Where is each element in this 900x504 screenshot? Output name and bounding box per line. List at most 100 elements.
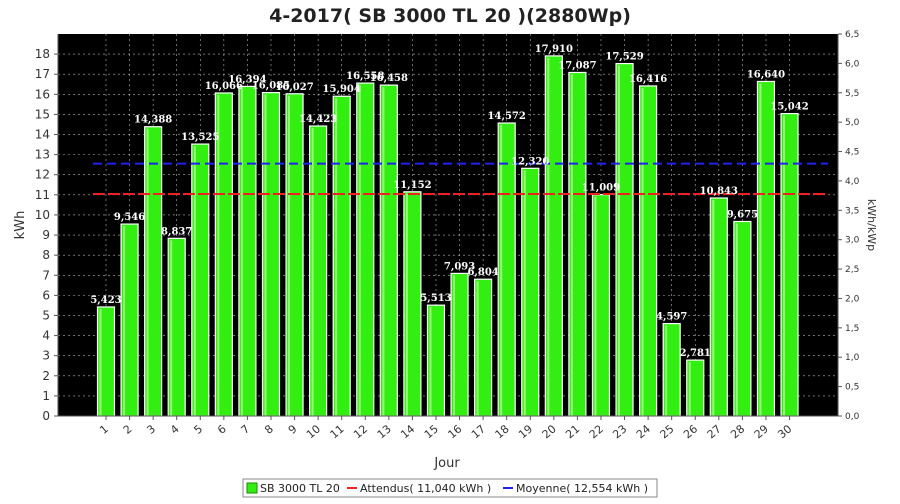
data-label: 17,087 bbox=[558, 60, 596, 71]
bar-highlight bbox=[547, 57, 550, 417]
data-label: 9,675 bbox=[727, 209, 758, 220]
bar-highlight bbox=[335, 98, 338, 416]
y-tick-label: 14 bbox=[35, 128, 50, 142]
plot-area bbox=[58, 34, 838, 416]
x-tick-label: 17 bbox=[469, 422, 488, 441]
data-label: 16,416 bbox=[629, 74, 667, 85]
data-label: 16,027 bbox=[275, 82, 313, 93]
data-label: 4,597 bbox=[656, 312, 687, 323]
bar-highlight bbox=[193, 146, 196, 417]
y2-tick-label: 3,5 bbox=[845, 206, 859, 216]
y-tick-label: 4 bbox=[42, 329, 50, 343]
y2-tick-label: 0,5 bbox=[845, 383, 859, 393]
x-tick-label: 3 bbox=[144, 422, 158, 436]
y2-tick-label: 2,5 bbox=[845, 265, 859, 275]
y-tick-label: 18 bbox=[35, 47, 50, 61]
data-label: 13,525 bbox=[181, 132, 219, 143]
data-label: 17,529 bbox=[605, 52, 643, 63]
x-tick-label: 8 bbox=[262, 422, 276, 436]
y-tick-label: 3 bbox=[42, 349, 50, 363]
y2-tick-label: 1,0 bbox=[845, 353, 860, 363]
bar-highlight bbox=[759, 83, 762, 416]
data-label: 16,066 bbox=[205, 81, 243, 92]
x-tick-label: 13 bbox=[375, 422, 394, 441]
x-tick-label: 25 bbox=[658, 422, 677, 441]
bar-highlight bbox=[618, 65, 621, 417]
data-label: 9,546 bbox=[114, 212, 145, 223]
bar-highlight bbox=[217, 94, 220, 417]
x-tick-label: 20 bbox=[540, 422, 559, 441]
x-tick-label: 18 bbox=[493, 422, 512, 441]
y-tick-label: 7 bbox=[42, 268, 50, 282]
bar-highlight bbox=[523, 170, 526, 416]
x-tick-label: 4 bbox=[168, 422, 182, 436]
data-label: 14,388 bbox=[134, 115, 172, 126]
bar-highlight bbox=[264, 94, 267, 416]
data-label: 5,513 bbox=[420, 293, 451, 304]
bar-highlight bbox=[500, 125, 503, 416]
x-tick-label: 28 bbox=[728, 422, 747, 441]
y-tick-label: 9 bbox=[42, 228, 50, 242]
x-tick-label: 9 bbox=[286, 422, 300, 436]
y-tick-label: 13 bbox=[35, 148, 50, 162]
data-labels: 5,4239,54614,3888,83713,52516,06616,3941… bbox=[90, 44, 808, 359]
y-tick-label: 2 bbox=[42, 369, 50, 383]
x-tick-label: 24 bbox=[634, 422, 653, 441]
bar-highlight bbox=[641, 87, 644, 417]
y2-axis-label: kWh/kWp bbox=[865, 199, 878, 251]
data-label: 11,152 bbox=[393, 180, 431, 191]
y-tick-label: 10 bbox=[35, 208, 50, 222]
x-tick-label: 30 bbox=[775, 422, 794, 441]
data-label: 16,458 bbox=[370, 73, 408, 84]
y-tick-label: 0 bbox=[42, 409, 50, 423]
y2-tick-label: 5,0 bbox=[845, 118, 860, 128]
y2-tick-label: 5,5 bbox=[845, 89, 859, 99]
bar-highlight bbox=[665, 325, 668, 416]
x-tick-label: 23 bbox=[610, 422, 629, 441]
bar-highlight bbox=[99, 308, 102, 416]
x-tick-label: 14 bbox=[398, 422, 417, 441]
x-tick-label: 6 bbox=[215, 422, 229, 436]
bar-highlight bbox=[476, 281, 479, 416]
data-label: 16,394 bbox=[228, 74, 266, 85]
data-label: 16,640 bbox=[747, 69, 785, 80]
y-tick-label: 11 bbox=[35, 188, 50, 202]
y2-tick-label: 4,5 bbox=[845, 148, 859, 158]
y2-tick-label: 6,0 bbox=[845, 59, 860, 69]
data-label: 5,423 bbox=[90, 295, 121, 306]
x-tick-label: 19 bbox=[516, 422, 535, 441]
data-label: 7,093 bbox=[444, 261, 475, 272]
bar-highlight bbox=[735, 223, 738, 416]
y2-tick-label: 4,0 bbox=[845, 177, 860, 187]
data-label: 12,320 bbox=[511, 156, 549, 167]
legend-label-attendus: Attendus( 11,040 kWh ) bbox=[360, 482, 491, 495]
y2-tick-label: 0,0 bbox=[845, 412, 860, 422]
data-label: 11,009 bbox=[582, 183, 620, 194]
x-tick-label: 16 bbox=[445, 422, 464, 441]
data-label: 16,085 bbox=[252, 81, 290, 92]
bar-highlight bbox=[405, 193, 408, 416]
x-tick-label: 7 bbox=[239, 422, 253, 436]
x-tick-label: 12 bbox=[351, 422, 370, 441]
data-label: 8,837 bbox=[161, 226, 192, 237]
legend: SB 3000 TL 20 Attendus( 11,040 kWh ) Moy… bbox=[242, 478, 658, 498]
y-tick-label: 1 bbox=[42, 389, 50, 403]
bar-highlight bbox=[783, 115, 786, 416]
data-label: 2,781 bbox=[680, 348, 711, 359]
y2-tick-label: 1,5 bbox=[845, 324, 859, 334]
chart-title: 4-2017( SB 3000 TL 20 )(2880Wp) bbox=[269, 5, 631, 27]
bar-highlight bbox=[123, 226, 126, 416]
x-tick-label: 1 bbox=[97, 422, 111, 436]
bar-highlight bbox=[311, 128, 314, 416]
y2-tick-label: 2,0 bbox=[845, 294, 860, 304]
legend-swatch-series bbox=[246, 482, 258, 494]
data-label: 14,572 bbox=[488, 111, 526, 122]
bar-highlight bbox=[146, 128, 149, 417]
bars-group bbox=[96, 55, 799, 417]
bar-highlight bbox=[288, 95, 291, 416]
data-label: 17,910 bbox=[535, 44, 573, 55]
y2-tick-label: 3,0 bbox=[845, 236, 860, 246]
y-axis-label: kWh bbox=[13, 211, 28, 240]
